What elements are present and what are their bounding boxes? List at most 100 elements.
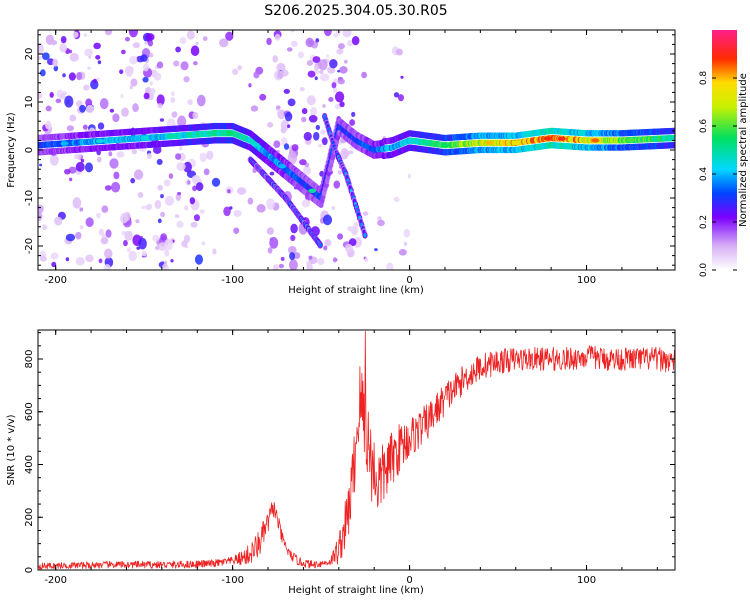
heatmap-noise-cell bbox=[79, 225, 84, 230]
heatmap-noise-cell bbox=[65, 257, 70, 262]
spectrogram-x-label: Height of straight line (km) bbox=[288, 285, 424, 296]
heatmap-noise-cell bbox=[289, 252, 296, 261]
heatmap-noise-cell bbox=[386, 262, 394, 270]
heatmap-noise-cell bbox=[63, 168, 71, 175]
heatmap-noise-cell bbox=[324, 239, 332, 247]
heatmap-noise-cell bbox=[364, 257, 369, 263]
heatmap-noise-cell bbox=[333, 180, 341, 189]
heatmap-peak-cell bbox=[140, 135, 149, 141]
heatmap-noise-cell bbox=[302, 165, 312, 176]
heatmap-noise-cell bbox=[212, 248, 217, 255]
heatmap-noise-cell bbox=[164, 249, 170, 257]
heatmap-noise-cell bbox=[267, 247, 273, 254]
heatmap-noise-cell bbox=[116, 151, 125, 158]
heatmap-noise-cell bbox=[79, 104, 86, 113]
heatmap-noise-cell bbox=[393, 92, 400, 98]
heatmap-noise-cell bbox=[332, 87, 338, 93]
heatmap-noise-cell bbox=[276, 105, 281, 110]
heatmap-noise-cell bbox=[318, 59, 328, 71]
heatmap-noise-cell bbox=[353, 222, 359, 229]
heatmap-noise-cell bbox=[159, 118, 165, 122]
heatmap-noise-cell bbox=[219, 38, 229, 48]
heatmap-noise-cell bbox=[331, 206, 336, 210]
heatmap-noise-cell bbox=[301, 108, 308, 115]
spectrogram-x-tick-label-100: 100 bbox=[577, 275, 596, 286]
heatmap-noise-cell bbox=[111, 181, 121, 193]
snr-y-label: SNR (10 * v/v) bbox=[6, 414, 17, 485]
heatmap-noise-cell bbox=[307, 70, 316, 78]
heatmap-noise-cell bbox=[398, 249, 407, 256]
heatmap-noise-cell bbox=[323, 30, 332, 37]
heatmap-noise-cell bbox=[288, 259, 298, 270]
heatmap-noise-cell bbox=[163, 179, 171, 187]
spectrogram-x-tick-label--100: -100 bbox=[221, 275, 244, 286]
heatmap-noise-cell bbox=[201, 241, 206, 246]
heatmap-noise-cell bbox=[393, 196, 400, 203]
snr-x-axis: -200 -100 0 100 bbox=[44, 330, 658, 586]
heatmap-noise-cell bbox=[147, 39, 154, 47]
heatmap-noise-cell bbox=[66, 125, 74, 132]
heatmap-noise-cell bbox=[203, 168, 210, 176]
heatmap-noise-cell bbox=[136, 246, 141, 250]
heatmap-noise-cell bbox=[339, 101, 345, 108]
heatmap-noise-cell bbox=[309, 106, 318, 116]
heatmap-noise-cell bbox=[79, 207, 84, 212]
spectrogram-x-axis: -200 -100 0 100 bbox=[44, 30, 658, 286]
heatmap-noise-cell bbox=[84, 48, 93, 57]
heatmap-noise-cell bbox=[62, 73, 66, 78]
heatmap-noise-cell bbox=[85, 104, 95, 114]
heatmap-noise-cell bbox=[267, 122, 274, 128]
heatmap-noise-cell bbox=[194, 254, 204, 265]
heatmap-noise-cell bbox=[100, 236, 109, 245]
heatmap-noise-cell bbox=[157, 103, 163, 109]
heatmap-noise-cell bbox=[59, 43, 68, 53]
colorbar-label: Normalized spectral amplitude bbox=[738, 73, 749, 227]
heatmap-noise-cell bbox=[72, 31, 79, 38]
heatmap-noise-cell bbox=[320, 73, 330, 82]
heatmap-noise-cell bbox=[334, 91, 345, 103]
heatmap-noise-cell bbox=[96, 156, 102, 163]
heatmap-noise-cell bbox=[124, 230, 133, 241]
heatmap-noise-cell bbox=[183, 161, 192, 173]
heatmap-noise-cell bbox=[361, 71, 368, 79]
heatmap-noise-cell bbox=[169, 239, 173, 244]
heatmap-noise-cell bbox=[274, 33, 281, 41]
heatmap-noise-cell bbox=[277, 109, 286, 120]
snr-y-tick-label-800: 800 bbox=[24, 349, 35, 368]
heatmap-noise-cell bbox=[97, 122, 105, 130]
heatmap-noise-cell bbox=[82, 124, 88, 130]
heatmap-noise-cell bbox=[177, 191, 182, 196]
heatmap-noise-cell bbox=[69, 177, 73, 182]
heatmap-noise-cell bbox=[124, 36, 131, 42]
heatmap-noise-cell bbox=[171, 111, 178, 118]
heatmap-noise-cell bbox=[98, 228, 104, 236]
heatmap-noise-cell bbox=[126, 247, 131, 253]
heatmap-noise-cell bbox=[301, 199, 311, 208]
colorbar-tick-label-0: 0.0 bbox=[699, 263, 709, 278]
heatmap-noise-cell bbox=[175, 46, 181, 53]
chart-title: S206.2025.304.05.30.R05 bbox=[264, 3, 447, 19]
heatmap-noise-cell bbox=[283, 88, 290, 94]
heatmap-noise-cell bbox=[176, 220, 184, 228]
heatmap-noise-cell bbox=[347, 40, 353, 47]
heatmap-noise-cell bbox=[193, 61, 198, 66]
heatmap-noise-cell bbox=[362, 211, 369, 216]
heatmap-noise-cell bbox=[377, 219, 385, 227]
heatmap-noise-cell bbox=[38, 204, 44, 214]
spectrogram-y-tick-label--10: -10 bbox=[24, 190, 35, 206]
heatmap-noise-cell bbox=[342, 30, 352, 38]
heatmap-noise-cell bbox=[150, 87, 156, 96]
heatmap-noise-cell bbox=[156, 94, 165, 106]
heatmap-noise-cell bbox=[132, 103, 139, 112]
heatmap-noise-cell bbox=[287, 98, 296, 107]
heatmap-noise-cell bbox=[348, 150, 354, 155]
snr-y-axis: 0 200 400 600 800 bbox=[24, 332, 675, 573]
heatmap-peak-cell bbox=[225, 131, 234, 136]
spectrogram-x-tick-label--200: -200 bbox=[44, 275, 67, 286]
heatmap-noise-cell bbox=[344, 243, 353, 253]
heatmap-noise-cell bbox=[259, 93, 267, 101]
heatmap-noise-cell bbox=[236, 187, 247, 195]
colorbar-tick-label-2: 0.4 bbox=[699, 167, 709, 182]
heatmap-noise-cell bbox=[206, 150, 214, 160]
heatmap-noise-cell bbox=[38, 212, 43, 221]
